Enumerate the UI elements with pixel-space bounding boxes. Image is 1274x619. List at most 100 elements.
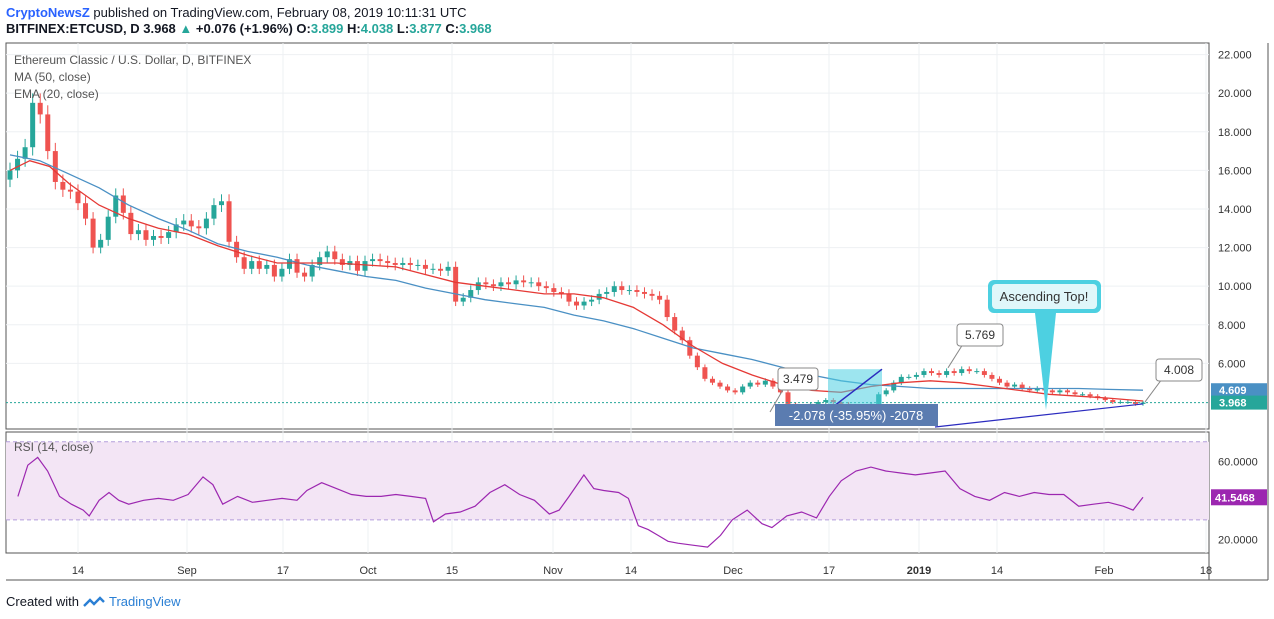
open-value: 3.899 xyxy=(310,21,344,36)
rsi-tick-label: 20.0000 xyxy=(1218,534,1258,546)
candle-body xyxy=(98,239,104,248)
candle-body xyxy=(377,259,383,262)
candle-body xyxy=(83,203,89,219)
candle-body xyxy=(490,284,496,287)
measure-label: -2.078 (-35.95%) -2078 xyxy=(789,408,923,423)
candle-body xyxy=(241,257,247,269)
candle-body xyxy=(551,288,557,292)
ma-50-line xyxy=(9,154,1144,391)
time-tick-label: 14 xyxy=(72,565,84,577)
callout-label: 5.769 xyxy=(965,328,995,342)
price-tick-label: 6.000 xyxy=(1218,358,1246,370)
candle-body xyxy=(430,268,436,270)
candle-body xyxy=(913,374,919,377)
legend-ema: EMA (20, close) xyxy=(14,87,99,101)
candle-body xyxy=(1102,398,1108,401)
candle-body xyxy=(279,268,285,277)
rsi-band xyxy=(6,441,1209,520)
last-price: 3.968 xyxy=(143,21,176,36)
candle-body xyxy=(755,382,761,385)
candle-body xyxy=(649,293,655,296)
candle-body xyxy=(75,191,81,204)
candle-body xyxy=(105,216,111,240)
candle-body xyxy=(1004,382,1010,387)
candle-body xyxy=(672,317,678,331)
candle-body xyxy=(543,286,549,289)
candle-body xyxy=(521,280,527,283)
callout-box xyxy=(777,367,819,391)
candle-body xyxy=(60,181,66,190)
price-badge xyxy=(1211,395,1267,410)
candle-body xyxy=(679,330,685,341)
candle-body xyxy=(619,286,625,291)
time-tick-label: 2019 xyxy=(907,565,931,577)
candle-body xyxy=(113,195,119,217)
created-with-label: Created with xyxy=(6,594,79,609)
candle-body xyxy=(324,251,330,258)
candle-body xyxy=(1087,394,1093,397)
candle-body xyxy=(611,286,617,292)
candle-body xyxy=(898,376,904,383)
close-label: C: xyxy=(445,21,460,36)
tradingview-logo-icon xyxy=(83,595,105,607)
price-tick-label: 14.000 xyxy=(1218,204,1252,216)
legend-title: Ethereum Classic / U.S. Dollar, D, BITFI… xyxy=(14,53,252,67)
callout-label: 3.479 xyxy=(783,372,813,386)
candle-body xyxy=(1019,384,1025,389)
candle-body xyxy=(438,268,444,271)
candle-body xyxy=(1034,388,1040,391)
symbol-label: BITFINEX:ETCUSD, D xyxy=(6,21,140,36)
note-label: Ascending Top! xyxy=(1000,289,1089,304)
candle-body xyxy=(1080,394,1086,396)
candle-body xyxy=(581,301,587,306)
candle-body xyxy=(347,261,353,265)
publisher-link[interactable]: CryptoNewsZ xyxy=(6,5,90,20)
candle-body xyxy=(1064,390,1070,393)
candle-body xyxy=(981,371,987,375)
candle-body xyxy=(1140,402,1146,404)
price-tick-label: 20.000 xyxy=(1218,88,1252,100)
candle-body xyxy=(15,158,21,171)
candle-body xyxy=(445,266,451,271)
candle-body xyxy=(196,226,202,229)
candle-body xyxy=(339,259,345,265)
candle-body xyxy=(1110,400,1116,402)
candle-body xyxy=(135,230,141,235)
candle-body xyxy=(883,390,889,395)
candle-body xyxy=(558,291,564,294)
candle-body xyxy=(354,261,360,271)
candle-body xyxy=(906,376,912,378)
candle-body xyxy=(740,386,746,393)
measure-line xyxy=(827,368,883,412)
candle-body xyxy=(664,299,670,318)
price-badge-label: 4.609 xyxy=(1219,385,1247,397)
high-value: 4.038 xyxy=(360,21,394,36)
candle-body xyxy=(725,386,731,391)
legend-ma: MA (50, close) xyxy=(14,70,91,84)
candle-body xyxy=(468,290,474,298)
candle-body xyxy=(249,261,255,269)
candle-body xyxy=(400,263,406,265)
candle-body xyxy=(702,367,708,379)
high-label: H: xyxy=(347,21,361,36)
price-badge-label: 3.968 xyxy=(1219,398,1247,410)
candle-body xyxy=(657,295,663,300)
candle-body xyxy=(211,205,217,219)
candle-body xyxy=(966,369,972,372)
candle-body xyxy=(173,224,179,233)
candle-body xyxy=(1012,384,1018,387)
candle-body xyxy=(694,355,700,368)
tradingview-link[interactable]: TradingView xyxy=(108,594,181,609)
candle-body xyxy=(286,259,292,269)
time-tick-label: 15 xyxy=(446,565,458,577)
candle-body xyxy=(974,371,980,373)
rsi-badge-label: 41.5468 xyxy=(1215,492,1255,504)
candle-body xyxy=(641,291,647,294)
candle-body xyxy=(294,259,300,273)
candle-body xyxy=(302,272,308,277)
publish-line: CryptoNewsZ published on TradingView.com… xyxy=(6,5,467,20)
price-tick-label: 22.000 xyxy=(1218,50,1252,62)
open-label: O: xyxy=(296,21,311,36)
candle-body xyxy=(475,282,481,291)
